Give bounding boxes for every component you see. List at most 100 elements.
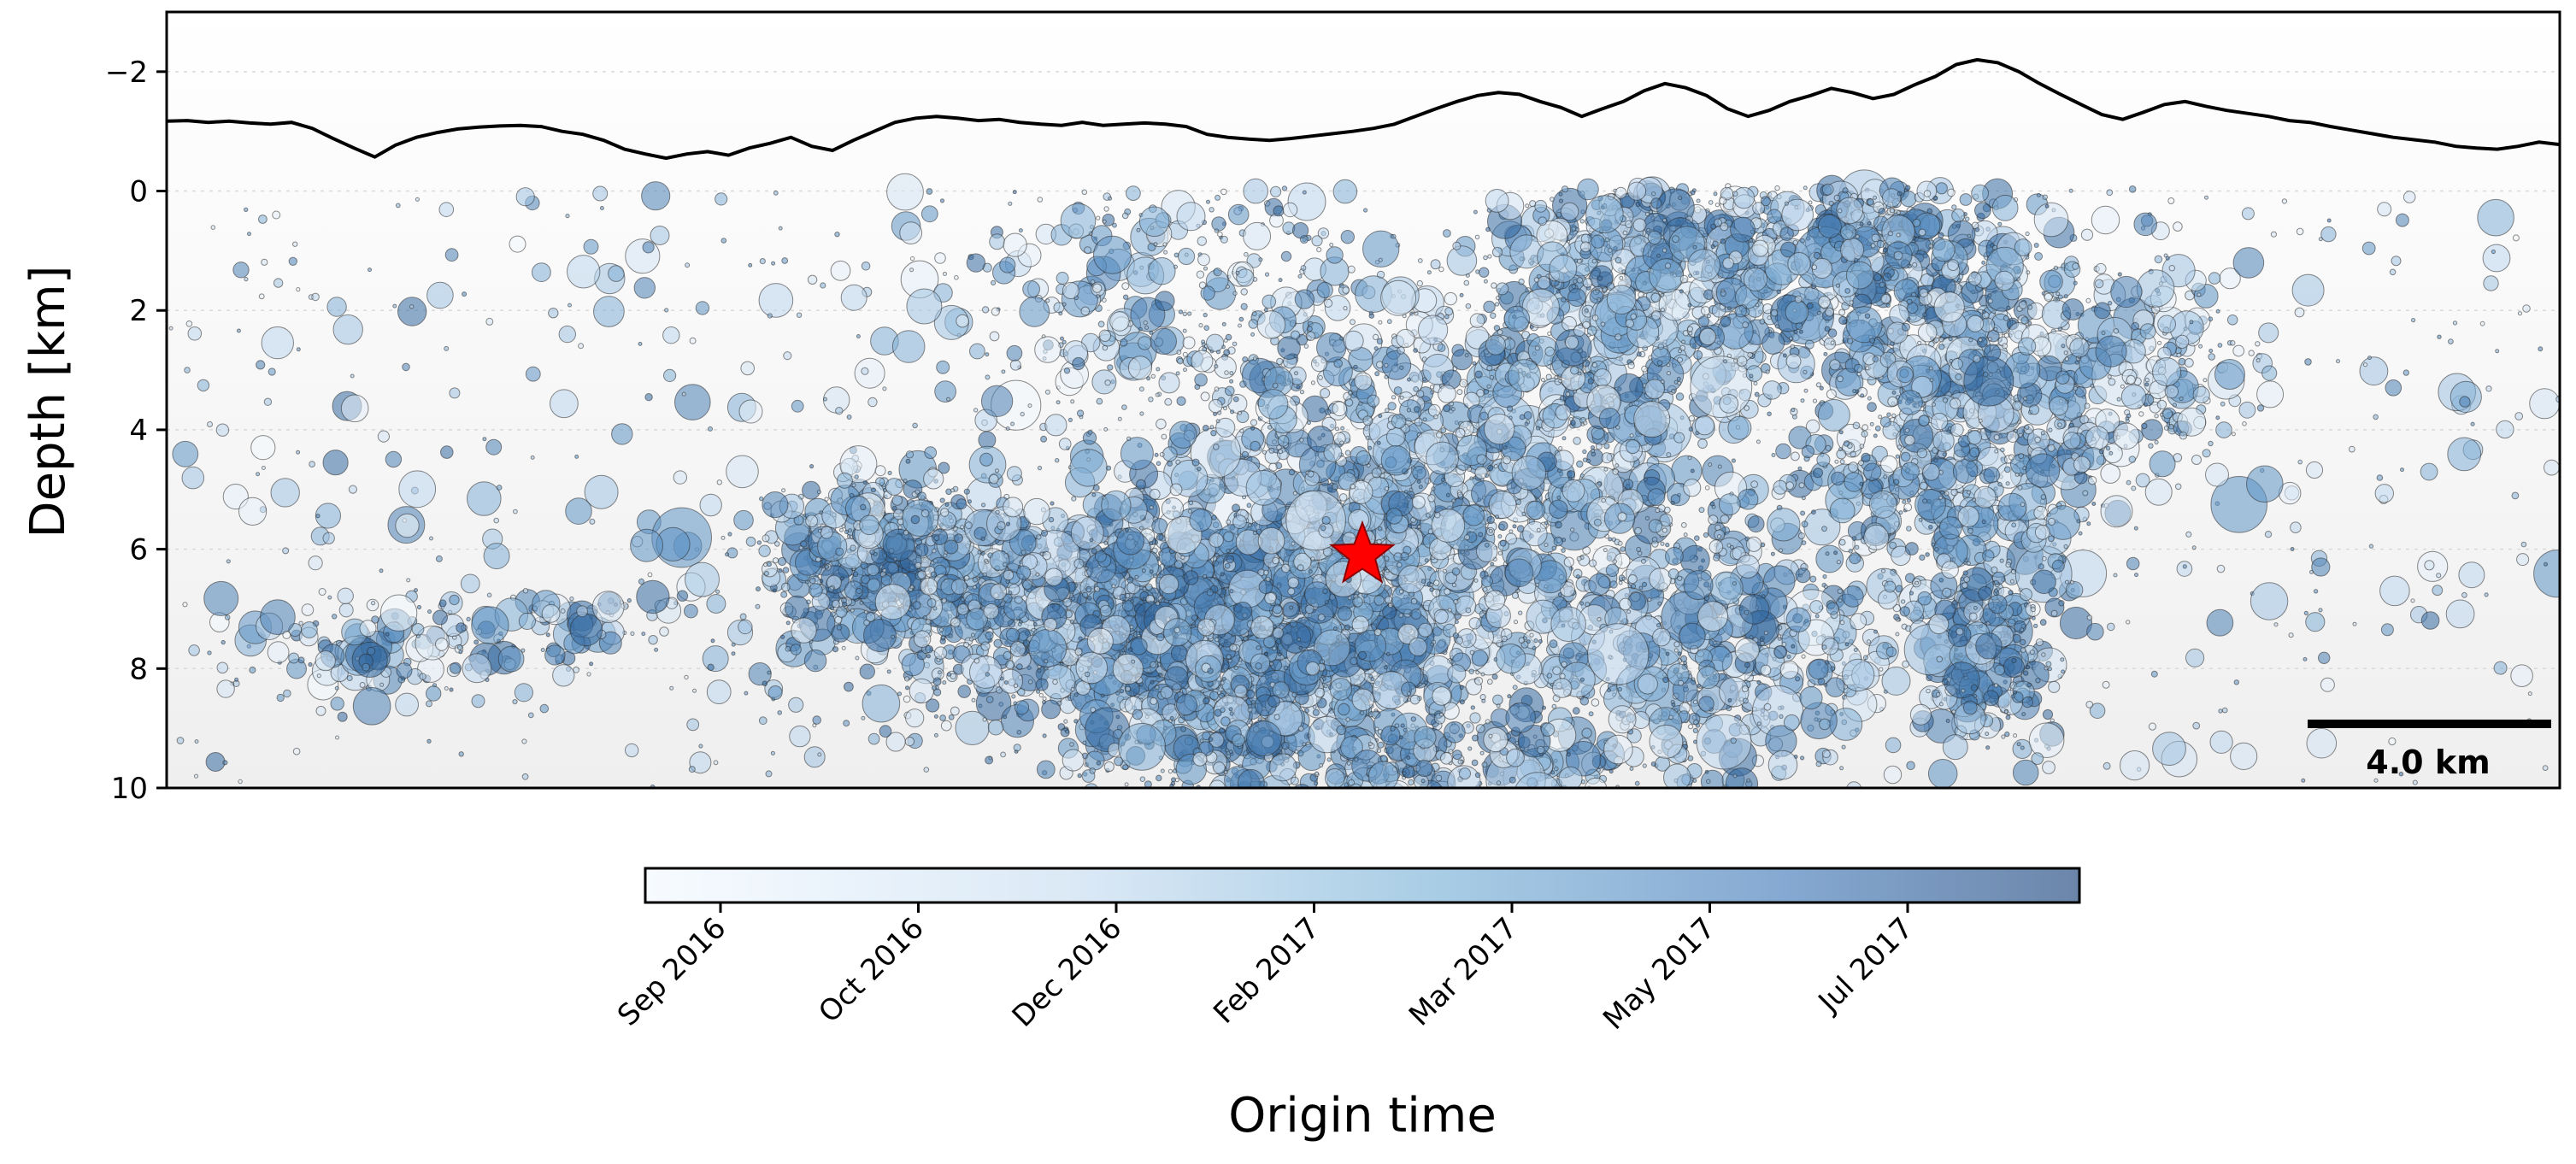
event-circle bbox=[982, 717, 987, 722]
event-circle bbox=[739, 613, 747, 620]
event-circle bbox=[1085, 586, 1092, 593]
event-circle bbox=[850, 608, 855, 613]
event-circle bbox=[1081, 591, 1089, 598]
event-circle bbox=[1666, 371, 1672, 376]
event-circle bbox=[1612, 468, 1619, 475]
event-circle bbox=[1451, 567, 1461, 576]
event-circle bbox=[1150, 679, 1155, 685]
event-circle bbox=[702, 645, 729, 673]
event-circle bbox=[1335, 426, 1339, 432]
event-circle bbox=[1291, 541, 1296, 546]
event-circle bbox=[940, 635, 946, 640]
event-circle bbox=[932, 677, 942, 686]
event-circle bbox=[1149, 488, 1161, 500]
event-circle bbox=[1537, 275, 1551, 290]
event-circle bbox=[762, 680, 768, 687]
event-circle bbox=[1451, 349, 1473, 371]
event-circle bbox=[1155, 685, 1160, 690]
event-circle bbox=[882, 528, 915, 561]
event-circle bbox=[939, 714, 946, 721]
event-circle bbox=[1483, 389, 1490, 395]
event-circle bbox=[1135, 802, 1143, 809]
event-circle bbox=[1418, 485, 1423, 490]
event-circle bbox=[1247, 523, 1252, 528]
event-circle bbox=[1422, 417, 1427, 422]
event-circle bbox=[1156, 532, 1164, 541]
event-circle bbox=[1586, 458, 1591, 464]
event-circle bbox=[1660, 541, 1665, 546]
event-circle bbox=[715, 589, 720, 594]
event-circle bbox=[867, 563, 879, 577]
event-circle bbox=[785, 620, 791, 626]
event-circle bbox=[777, 710, 783, 715]
event-circle bbox=[1224, 562, 1231, 569]
event-circle bbox=[1373, 628, 1382, 637]
event-circle bbox=[1332, 483, 1338, 491]
event-circle bbox=[1250, 419, 1258, 426]
event-circle bbox=[1362, 415, 1373, 426]
event-circle bbox=[1373, 346, 1379, 351]
event-circle bbox=[1540, 378, 1545, 382]
event-circle bbox=[725, 552, 729, 557]
event-circle bbox=[930, 560, 935, 565]
event-circle bbox=[780, 591, 788, 598]
event-circle bbox=[841, 645, 846, 650]
event-circle bbox=[1339, 440, 1344, 446]
event-circle bbox=[1036, 760, 1056, 779]
event-circle bbox=[939, 627, 944, 632]
event-circle bbox=[1091, 548, 1097, 555]
event-circle bbox=[912, 601, 921, 610]
event-circle bbox=[915, 561, 922, 569]
event-circle bbox=[915, 489, 920, 495]
event-circle bbox=[873, 551, 878, 556]
event-circle bbox=[1385, 508, 1403, 525]
event-circle bbox=[1545, 373, 1552, 380]
event-circle bbox=[971, 697, 976, 703]
event-circle bbox=[1533, 277, 1540, 283]
event-circle bbox=[982, 572, 987, 578]
event-circle bbox=[1597, 275, 1603, 281]
event-circle bbox=[1150, 661, 1157, 668]
event-circle bbox=[762, 534, 770, 543]
event-circle bbox=[1013, 683, 1019, 688]
event-circle bbox=[727, 532, 732, 537]
event-circle bbox=[981, 503, 986, 508]
event-circle bbox=[809, 577, 816, 585]
event-circle bbox=[985, 696, 994, 703]
event-circle bbox=[957, 685, 971, 698]
event-circle bbox=[1287, 587, 1296, 596]
event-circle bbox=[832, 646, 839, 653]
event-circle bbox=[1473, 578, 1479, 583]
event-circle bbox=[1350, 796, 1379, 825]
event-circle bbox=[956, 498, 967, 510]
event-circle bbox=[778, 568, 783, 573]
event-circle bbox=[862, 684, 901, 723]
event-circle bbox=[1272, 604, 1283, 614]
event-circle bbox=[1459, 292, 1464, 297]
event-circle bbox=[1437, 344, 1446, 352]
event-circle bbox=[1708, 462, 1713, 467]
event-circle bbox=[1011, 694, 1016, 699]
event-circle bbox=[1291, 691, 1297, 698]
event-circle bbox=[887, 470, 892, 476]
event-circle bbox=[939, 497, 945, 503]
event-circle bbox=[1016, 730, 1022, 735]
event-circle bbox=[1250, 700, 1256, 705]
event-circle bbox=[1003, 714, 1008, 720]
event-circle bbox=[1576, 460, 1584, 468]
event-circle bbox=[1169, 715, 1174, 720]
event-circle bbox=[1112, 653, 1144, 685]
event-circle bbox=[1397, 561, 1403, 568]
event-circle bbox=[1247, 707, 1253, 713]
event-circle bbox=[1383, 665, 1388, 670]
event-circle bbox=[1079, 842, 1083, 846]
event-circle bbox=[990, 583, 1008, 601]
event-circle bbox=[1634, 526, 1642, 535]
event-circle bbox=[1191, 614, 1198, 621]
event-circle bbox=[800, 540, 808, 548]
event-circle bbox=[1066, 797, 1078, 808]
event-circle bbox=[839, 527, 844, 532]
event-circle bbox=[1324, 600, 1330, 605]
event-circle bbox=[1115, 849, 1119, 852]
event-circle bbox=[780, 634, 785, 639]
